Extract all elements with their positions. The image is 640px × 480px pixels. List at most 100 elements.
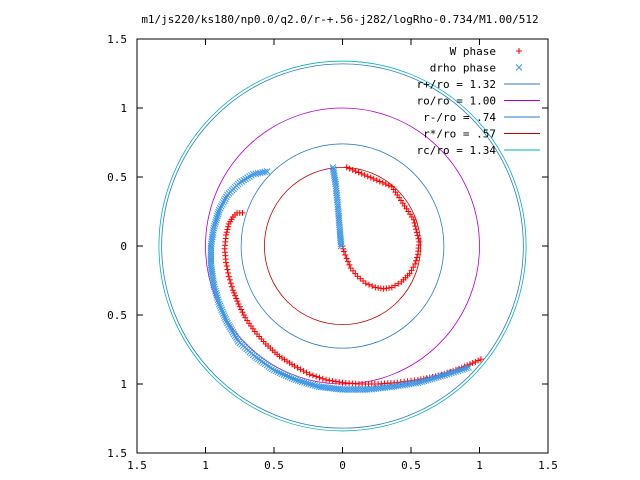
marker-0-28 [411, 219, 418, 226]
marker-1-73 [211, 220, 219, 228]
marker-0-39 [413, 254, 420, 261]
marker-1-153 [274, 368, 282, 376]
marker-0-136 [300, 368, 307, 375]
marker-1-70 [213, 214, 221, 222]
marker-1-226 [430, 374, 438, 382]
marker-1-110 [215, 300, 223, 308]
marker-0-137 [303, 369, 310, 376]
marker-1-67 [215, 208, 222, 216]
marker-0-144 [326, 377, 333, 384]
marker-0-190 [469, 360, 476, 367]
marker-1-112 [217, 304, 225, 312]
marker-1-103 [211, 285, 219, 293]
marker-0-99 [227, 280, 234, 287]
marker-0-50 [392, 282, 399, 289]
marker-0-57 [372, 284, 379, 291]
marker-1-60 [222, 195, 229, 203]
marker-0-29 [412, 223, 419, 230]
chart-title: m1/js220/ks180/np0.0/q2.0/r-+.56-j282/lo… [141, 13, 538, 26]
marker-0-4 [355, 169, 362, 176]
marker-0-2 [349, 166, 356, 173]
legend-swatch-0 [516, 48, 522, 54]
marker-0-133 [291, 363, 298, 370]
marker-0-146 [332, 378, 339, 385]
marker-0-94 [223, 263, 230, 270]
marker-0-147 [336, 379, 343, 386]
marker-1-111 [216, 302, 224, 310]
marker-1-234 [448, 369, 455, 377]
legend-label-1: drho phase [430, 62, 496, 75]
circle-2 [240, 143, 445, 349]
marker-0-49 [395, 280, 402, 287]
marker-1-235 [450, 368, 457, 376]
marker-1-72 [212, 218, 219, 226]
x-tick-label-0: 1.5 [127, 459, 147, 472]
marker-1-151 [270, 366, 278, 374]
marker-1-228 [435, 373, 442, 381]
marker-1-227 [432, 374, 440, 381]
marker-1-46 [244, 174, 251, 182]
marker-1-169 [307, 380, 315, 388]
marker-1-45 [246, 173, 253, 180]
marker-1-222 [422, 376, 430, 384]
marker-0-84 [223, 229, 230, 236]
marker-1-239 [459, 366, 466, 373]
marker-1-241 [463, 364, 470, 372]
marker-0-1 [346, 165, 353, 172]
marker-0-3 [352, 168, 359, 175]
marker-1-107 [214, 294, 221, 301]
marker-0-193 [477, 356, 484, 363]
y-tick-label-0: 1.5 [107, 447, 127, 460]
marker-1-236 [452, 368, 460, 375]
marker-1-101 [210, 281, 218, 288]
marker-1-170 [309, 381, 317, 389]
marker-0-95 [224, 266, 231, 273]
marker-1-158 [284, 372, 292, 380]
marker-1-42 [252, 170, 260, 178]
marker-0-107 [236, 303, 243, 310]
marker-1-117 [221, 314, 229, 321]
marker-0-104 [233, 295, 240, 302]
y-tick-label-3: 0 [120, 240, 127, 253]
marker-0-106 [235, 300, 242, 307]
marker-0-192 [475, 357, 482, 364]
marker-1-167 [303, 379, 310, 387]
marker-0-135 [297, 366, 304, 373]
marker-1-224 [426, 375, 434, 383]
x-tick-label-6: 1.5 [538, 459, 558, 472]
marker-0-30 [413, 226, 420, 233]
marker-0-191 [472, 358, 479, 365]
legend-label-3: ro/ro = 1.00 [417, 95, 496, 108]
marker-1-35 [337, 240, 345, 248]
marker-0-70 [342, 251, 349, 258]
marker-1-229 [437, 372, 444, 380]
legend-label-4: r-/ro = .74 [423, 111, 496, 124]
marker-0-143 [323, 376, 330, 383]
marker-0-6 [361, 172, 368, 179]
marker-1-105 [212, 289, 220, 297]
circle-4 [158, 60, 527, 432]
marker-1-102 [210, 283, 218, 291]
marker-0-93 [223, 259, 230, 266]
marker-0-139 [309, 372, 316, 379]
marker-1-64 [217, 202, 225, 210]
marker-1-171 [311, 382, 319, 389]
marker-0-134 [294, 364, 301, 371]
marker-1-230 [439, 372, 446, 380]
marker-1-108 [214, 296, 222, 304]
x-tick-label-3: 0 [339, 459, 346, 472]
marker-0-105 [234, 298, 241, 305]
marker-1-164 [296, 377, 304, 385]
marker-0-48 [398, 278, 405, 285]
marker-1-220 [418, 378, 426, 385]
marker-0-9 [370, 175, 377, 182]
marker-0-14 [385, 182, 392, 189]
marker-1-159 [286, 373, 294, 381]
marker-1-71 [212, 216, 220, 224]
marker-1-47 [242, 175, 249, 183]
x-tick-label-2: 0.5 [264, 459, 284, 472]
y-tick-label-2: 0.5 [107, 309, 127, 322]
marker-0-11 [376, 178, 383, 185]
marker-0-27 [410, 216, 417, 223]
marker-1-74 [210, 222, 218, 230]
